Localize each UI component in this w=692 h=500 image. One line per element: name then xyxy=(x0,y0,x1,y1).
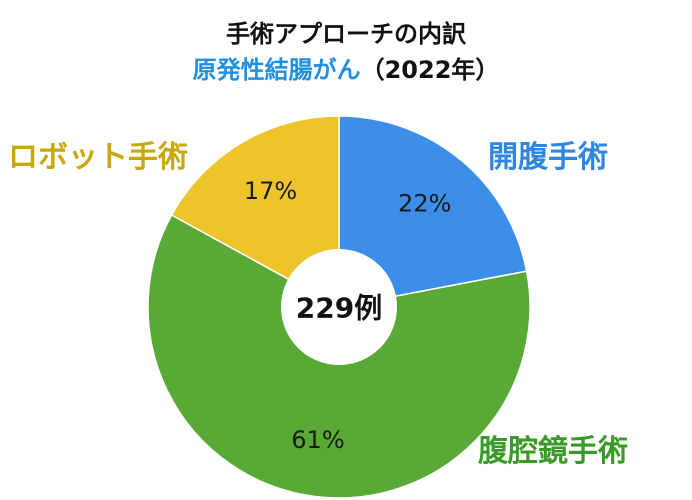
center-total-label: 229例 xyxy=(296,292,382,325)
value-label-robot: 17% xyxy=(244,177,297,205)
value-label-open: 22% xyxy=(398,189,451,217)
donut-hole xyxy=(281,249,397,365)
value-label-laparoscopic: 61% xyxy=(291,426,344,454)
slice-name-laparoscopic: 腹腔鏡手術 xyxy=(478,434,628,469)
slice-name-open: 開腹手術 xyxy=(488,140,608,175)
chart-subtitle: 原発性結腸がん（2022年） xyxy=(0,50,692,85)
slice-robot xyxy=(170,115,340,309)
slice-name-robot: ロボット手術 xyxy=(8,140,188,175)
chart-title: 手術アプローチの内訳 xyxy=(226,20,466,48)
chart-subtitle-text: 原発性結腸がん xyxy=(192,56,361,84)
chart-subtitle-year: （2022年） xyxy=(360,56,500,84)
slice-open xyxy=(338,115,528,308)
